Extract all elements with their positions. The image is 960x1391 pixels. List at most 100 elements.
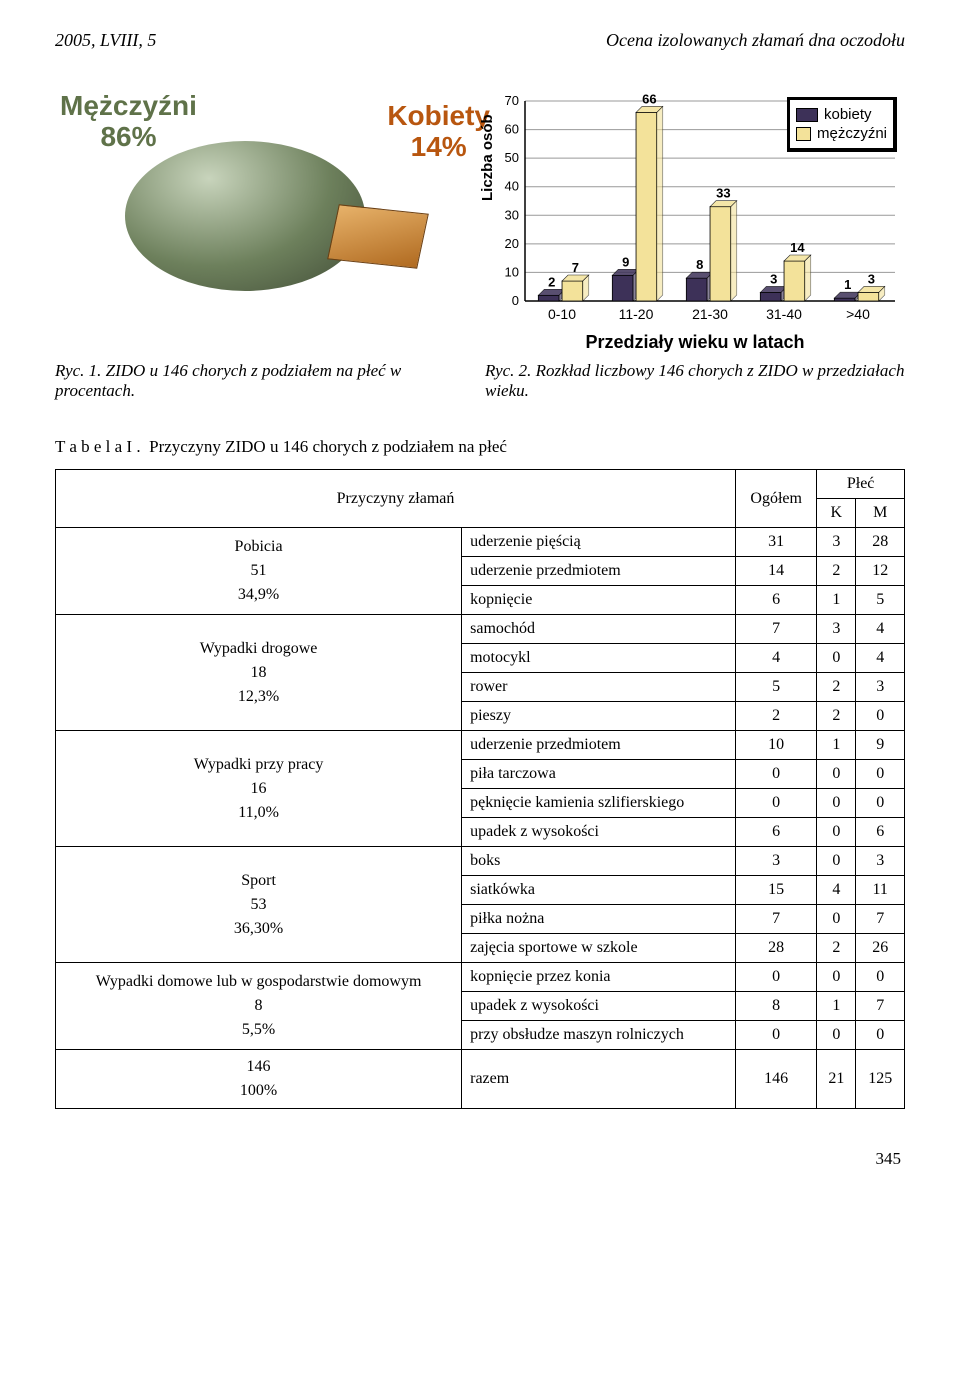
cause-cell: piła tarczowa bbox=[462, 760, 736, 789]
group-cell: 146100% bbox=[56, 1050, 462, 1109]
k-cell: 0 bbox=[817, 789, 856, 818]
k-cell: 1 bbox=[817, 992, 856, 1021]
svg-text:14: 14 bbox=[790, 240, 805, 255]
svg-text:0: 0 bbox=[512, 293, 519, 308]
figure-1-pie: Mężczyźni 86% Kobiety 14% bbox=[55, 91, 455, 351]
cause-cell: uderzenie pięścią bbox=[462, 528, 736, 557]
cause-cell: upadek z wysokości bbox=[462, 992, 736, 1021]
total-cell: 28 bbox=[736, 934, 817, 963]
th-m: M bbox=[856, 499, 905, 528]
svg-text:10: 10 bbox=[505, 264, 519, 279]
cause-cell: kopnięcie przez konia bbox=[462, 963, 736, 992]
total-cell: 146 bbox=[736, 1050, 817, 1109]
m-cell: 0 bbox=[856, 702, 905, 731]
caption-fig1: Ryc. 1. ZIDO u 146 chorych z podziałem n… bbox=[55, 361, 455, 401]
m-cell: 0 bbox=[856, 789, 905, 818]
svg-text:60: 60 bbox=[505, 122, 519, 137]
m-cell: 0 bbox=[856, 760, 905, 789]
k-cell: 21 bbox=[817, 1050, 856, 1109]
m-cell: 12 bbox=[856, 557, 905, 586]
total-cell: 0 bbox=[736, 1021, 817, 1050]
caption-fig2: Ryc. 2. Rozkład liczbowy 146 chorych z Z… bbox=[485, 361, 905, 401]
header-left: 2005, LVIII, 5 bbox=[55, 30, 156, 51]
th-causes: Przyczyny złamań bbox=[56, 470, 736, 528]
cause-cell: samochód bbox=[462, 615, 736, 644]
m-cell: 3 bbox=[856, 847, 905, 876]
cause-cell: przy obsłudze maszyn rolniczych bbox=[462, 1021, 736, 1050]
total-cell: 15 bbox=[736, 876, 817, 905]
svg-text:30: 30 bbox=[505, 207, 519, 222]
k-cell: 0 bbox=[817, 847, 856, 876]
cause-cell: rower bbox=[462, 673, 736, 702]
k-cell: 0 bbox=[817, 963, 856, 992]
header-right: Ocena izolowanych złamań dna oczodołu bbox=[606, 30, 905, 51]
svg-text:70: 70 bbox=[505, 93, 519, 108]
svg-text:33: 33 bbox=[716, 186, 730, 201]
m-cell: 7 bbox=[856, 905, 905, 934]
total-cell: 7 bbox=[736, 615, 817, 644]
k-cell: 0 bbox=[817, 905, 856, 934]
th-k: K bbox=[817, 499, 856, 528]
m-cell: 5 bbox=[856, 586, 905, 615]
cause-cell: uderzenie przedmiotem bbox=[462, 731, 736, 760]
cause-cell: motocykl bbox=[462, 644, 736, 673]
svg-text:7: 7 bbox=[572, 260, 579, 275]
cause-cell: uderzenie przedmiotem bbox=[462, 557, 736, 586]
figure-captions: Ryc. 1. ZIDO u 146 chorych z podziałem n… bbox=[55, 361, 905, 401]
k-cell: 3 bbox=[817, 528, 856, 557]
svg-text:3: 3 bbox=[868, 271, 875, 286]
k-cell: 2 bbox=[817, 702, 856, 731]
total-cell: 0 bbox=[736, 789, 817, 818]
th-sex: Płeć bbox=[817, 470, 905, 499]
svg-text:31-40: 31-40 bbox=[766, 306, 802, 322]
k-cell: 0 bbox=[817, 760, 856, 789]
svg-text:11-20: 11-20 bbox=[619, 306, 654, 322]
total-cell: 2 bbox=[736, 702, 817, 731]
k-cell: 2 bbox=[817, 673, 856, 702]
m-cell: 0 bbox=[856, 1021, 905, 1050]
th-total: Ogółem bbox=[736, 470, 817, 528]
svg-text:20: 20 bbox=[505, 236, 519, 251]
k-cell: 0 bbox=[817, 1021, 856, 1050]
m-cell: 9 bbox=[856, 731, 905, 760]
m-cell: 0 bbox=[856, 963, 905, 992]
total-cell: 6 bbox=[736, 586, 817, 615]
total-cell: 14 bbox=[736, 557, 817, 586]
m-cell: 125 bbox=[856, 1050, 905, 1109]
page-number: 345 bbox=[55, 1149, 905, 1169]
cause-cell: zajęcia sportowe w szkole bbox=[462, 934, 736, 963]
svg-text:0-10: 0-10 bbox=[548, 306, 576, 322]
svg-text:3: 3 bbox=[770, 271, 777, 286]
m-cell: 7 bbox=[856, 992, 905, 1021]
cause-cell: pęknięcie kamienia szlifierskiego bbox=[462, 789, 736, 818]
group-cell: Wypadki drogowe1812,3% bbox=[56, 615, 462, 731]
bar-y-axis-label: Liczba osób bbox=[479, 114, 496, 201]
k-cell: 1 bbox=[817, 731, 856, 760]
svg-text:>40: >40 bbox=[846, 306, 870, 322]
k-cell: 0 bbox=[817, 818, 856, 847]
total-cell: 3 bbox=[736, 847, 817, 876]
svg-text:9: 9 bbox=[622, 254, 629, 269]
svg-text:40: 40 bbox=[505, 179, 519, 194]
pie-main-slice bbox=[125, 141, 365, 291]
k-cell: 1 bbox=[817, 586, 856, 615]
group-cell: Sport5336,30% bbox=[56, 847, 462, 963]
figure-2-bar: Liczba osób kobiety mężczyźni 0102030405… bbox=[485, 91, 905, 351]
pie-pulled-slice bbox=[327, 204, 429, 268]
svg-text:66: 66 bbox=[642, 91, 656, 106]
m-cell: 3 bbox=[856, 673, 905, 702]
table-caption: T a b e l a I . Przyczyny ZIDO u 146 cho… bbox=[55, 437, 905, 457]
group-cell: Wypadki przy pracy1611,0% bbox=[56, 731, 462, 847]
cause-cell: upadek z wysokości bbox=[462, 818, 736, 847]
k-cell: 2 bbox=[817, 934, 856, 963]
k-cell: 4 bbox=[817, 876, 856, 905]
total-cell: 4 bbox=[736, 644, 817, 673]
m-cell: 6 bbox=[856, 818, 905, 847]
m-cell: 4 bbox=[856, 644, 905, 673]
cause-cell: kopnięcie bbox=[462, 586, 736, 615]
m-cell: 28 bbox=[856, 528, 905, 557]
total-cell: 0 bbox=[736, 760, 817, 789]
cause-cell: piłka nożna bbox=[462, 905, 736, 934]
k-cell: 3 bbox=[817, 615, 856, 644]
running-header: 2005, LVIII, 5 Ocena izolowanych złamań … bbox=[55, 30, 905, 51]
